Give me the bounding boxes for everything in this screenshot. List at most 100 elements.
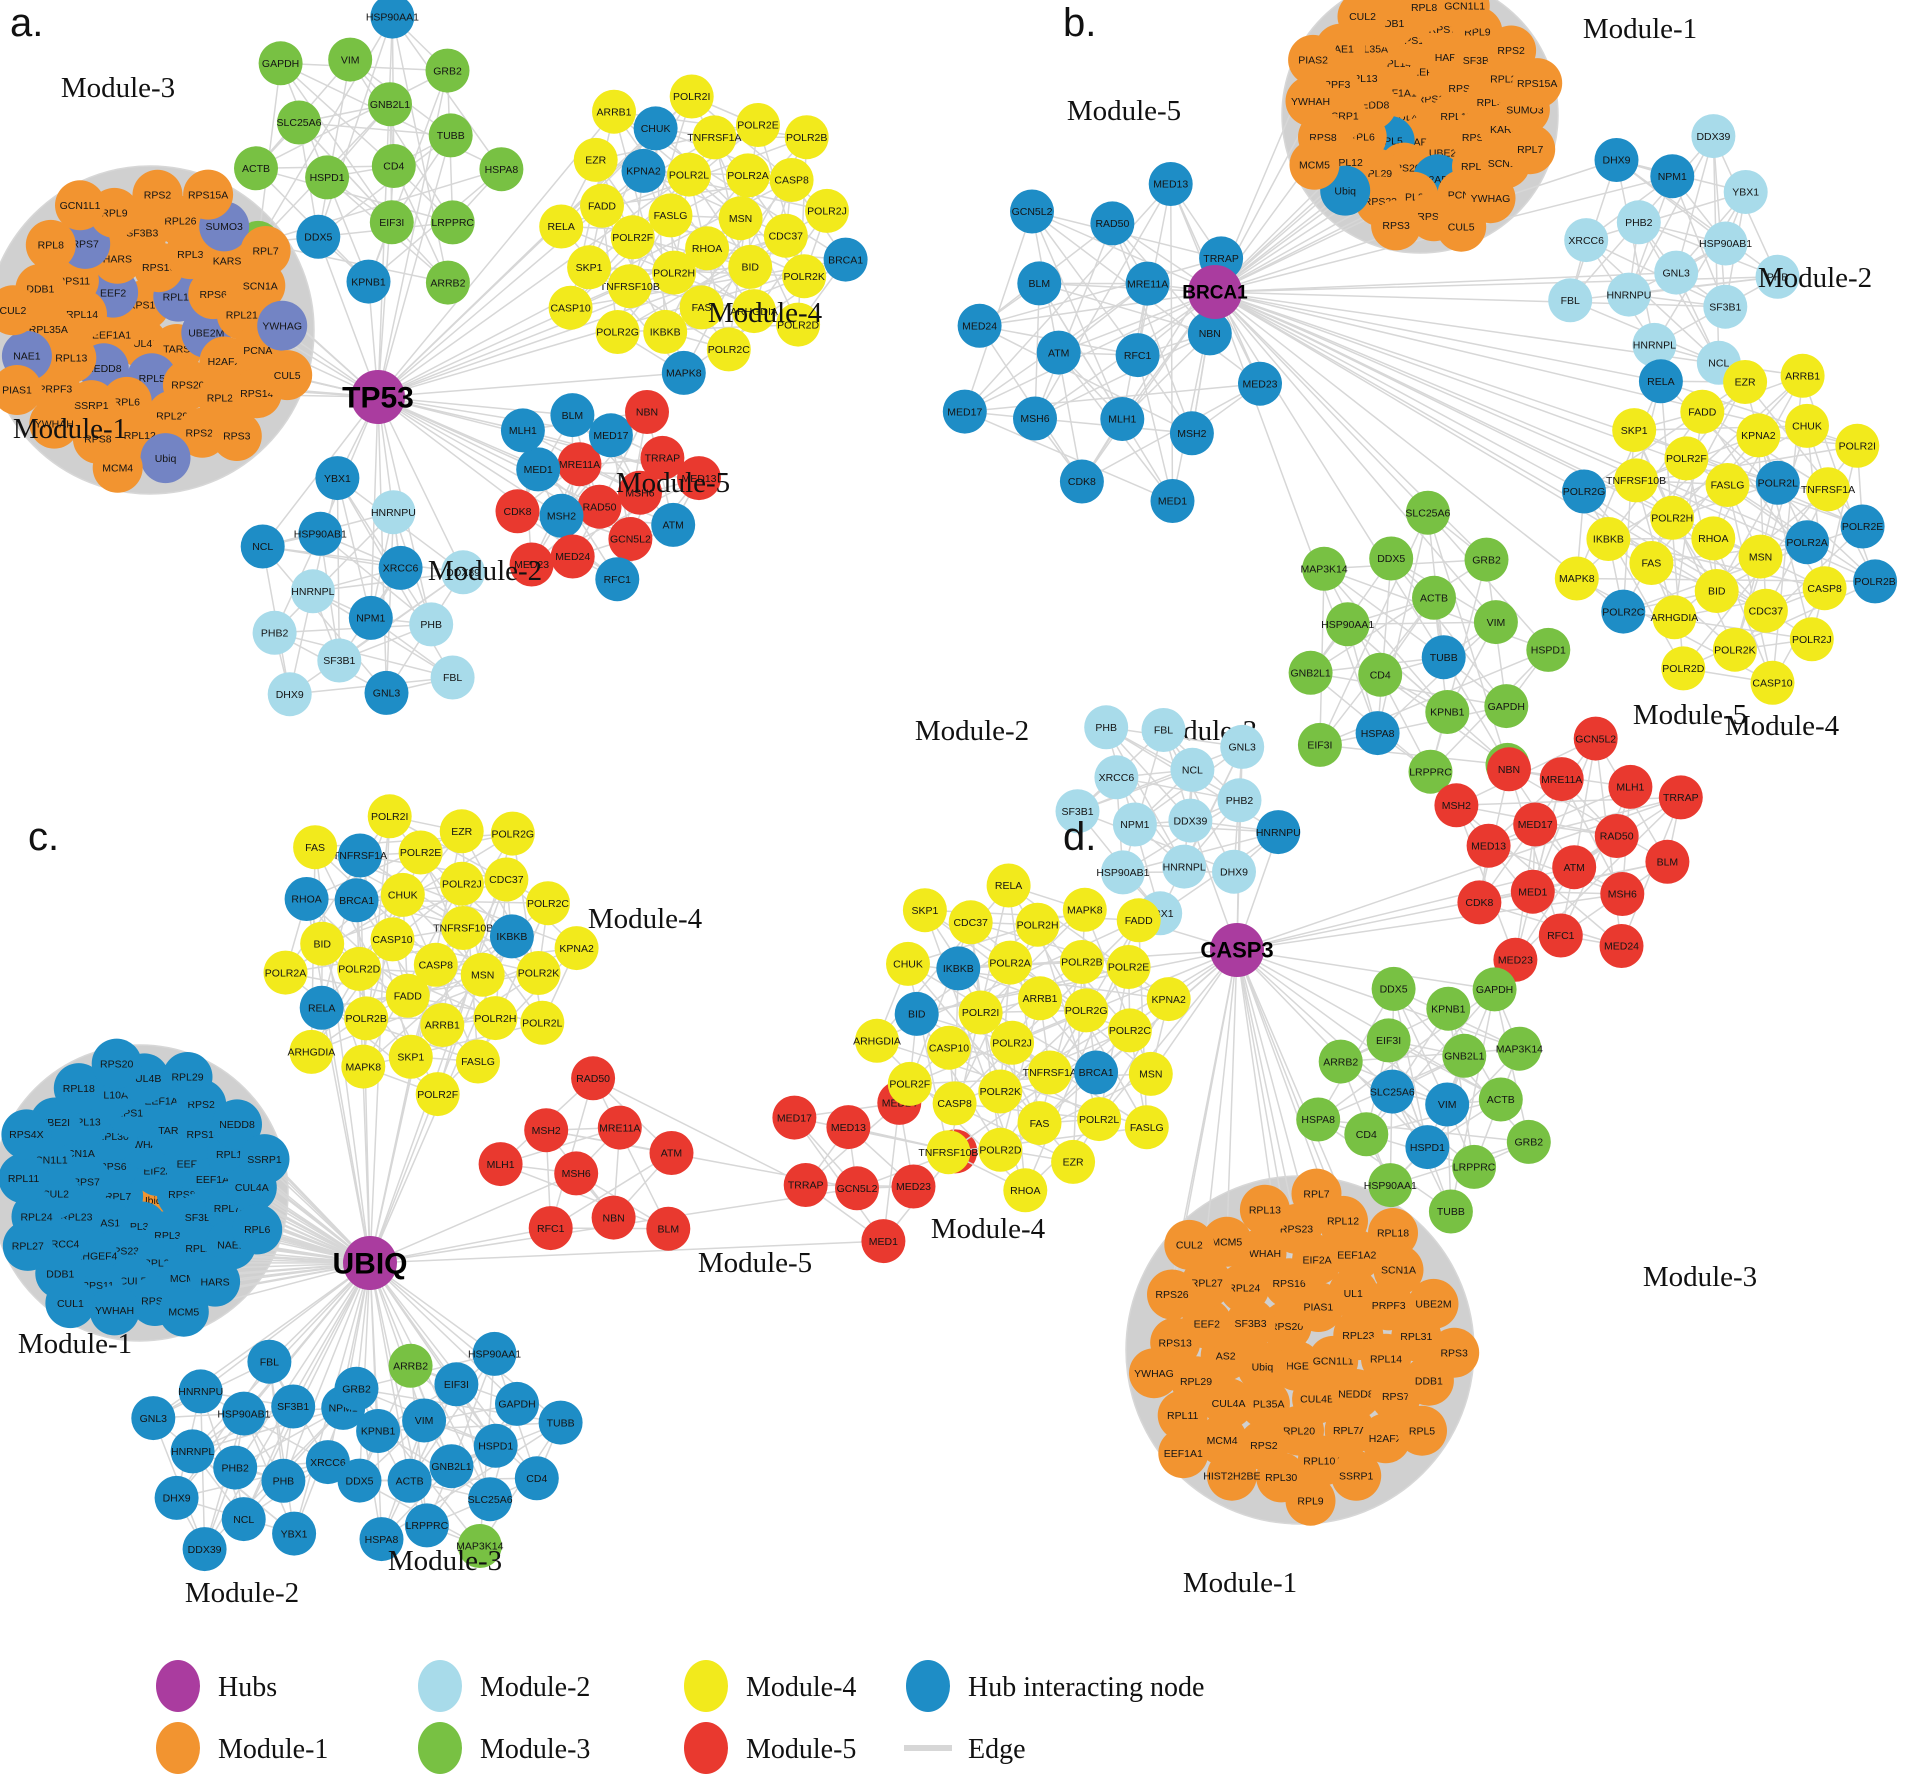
node-label: EEF2 — [1194, 1318, 1220, 1330]
node-label: DHX9 — [163, 1493, 191, 1505]
node-label: VIM — [341, 54, 360, 66]
node-LRPPRC: LRPPRC — [404, 1503, 449, 1548]
edge — [298, 121, 449, 284]
node-HSPD1: HSPD1 — [1405, 1125, 1450, 1170]
node-label: YWHAH — [1242, 1248, 1281, 1260]
node-CHUK: CHUK — [886, 941, 930, 986]
node-label: AS2 — [1216, 1350, 1236, 1362]
edge — [310, 938, 394, 1053]
node-label: IKBKB — [496, 931, 527, 943]
node-circle — [677, 456, 721, 501]
node-HARS: HARS — [190, 1256, 241, 1307]
node-label: RPL21 — [226, 309, 258, 321]
edge — [175, 1360, 271, 1499]
node-label: TUBB — [547, 1417, 575, 1429]
node-circle — [388, 1034, 433, 1079]
node-circle — [651, 502, 696, 547]
node-circle — [1059, 940, 1104, 984]
node-NCL: NCL — [1170, 747, 1215, 792]
node-label: GAPDH — [262, 58, 299, 70]
legend-swatch-module-4 — [684, 1660, 728, 1712]
node-circle — [211, 411, 262, 461]
edge — [261, 545, 388, 694]
node-circle — [430, 200, 475, 245]
node-label: MED17 — [947, 406, 982, 418]
node-circle — [1694, 569, 1739, 613]
node-label: GNB2L1 — [431, 1461, 471, 1473]
node-MSH6: MSH6 — [1600, 872, 1645, 916]
node-MED23: MED23 — [509, 542, 554, 587]
node-label: RPS23 — [186, 427, 219, 439]
node-label: VIM — [1487, 617, 1506, 629]
node-label: POLR2G — [1563, 486, 1606, 498]
cluster-module-5: RAD50MRE11AMSH6MSH2MED17GCN5L2MED1TRRAPM… — [495, 390, 721, 602]
node-RPS26: RPS26 — [1147, 1269, 1197, 1320]
node-label: POLR2G — [596, 327, 639, 339]
node-circle — [1723, 170, 1768, 214]
node-FAS: FAS — [1017, 1101, 1062, 1146]
node-DDX39: DDX39 — [182, 1527, 227, 1572]
edge — [1532, 737, 1597, 893]
node-circle — [1594, 814, 1639, 858]
node-PHB2: PHB2 — [213, 1445, 258, 1490]
node-label: TNFRSF1A — [687, 132, 741, 144]
node-label: RPS16 — [142, 262, 175, 274]
node-label: ACTB — [1420, 592, 1448, 604]
node-label: MAP3K14 — [456, 1541, 503, 1553]
edge — [1111, 222, 1193, 435]
node-circle — [91, 1038, 142, 1089]
node-circle — [679, 285, 724, 330]
node-circle — [371, 490, 416, 535]
edge — [327, 1262, 371, 1463]
node-label: MSN — [1749, 551, 1772, 563]
legend-item-module-3: Module-3 — [418, 1722, 590, 1774]
node-label: POLR2J — [992, 1037, 1032, 1049]
node-label: RAD50 — [1095, 218, 1129, 230]
node-label: RPL11 — [163, 291, 194, 303]
node-label: POLR2E — [1108, 962, 1149, 974]
node-PHB2: PHB2 — [1217, 778, 1262, 823]
node-ARRB2: ARRB2 — [1318, 1039, 1363, 1084]
node-circle — [425, 48, 470, 93]
node-SKP1: SKP1 — [388, 1034, 433, 1079]
node-label: MED1 — [1158, 496, 1187, 508]
node-circle — [272, 1511, 317, 1556]
node-CDC37: CDC37 — [484, 857, 529, 902]
node-label: DDB1 — [26, 284, 54, 296]
node-circle — [300, 921, 345, 966]
cluster-module-3: VIM SLC25A6 GNB2L1 HSPD1 EIF3I ACTB CD4 KPNB1 LR… — [1296, 966, 1551, 1234]
node-label: RPL12 — [1327, 1216, 1359, 1228]
hub-BRCA1: BRCA1 — [1182, 265, 1248, 319]
node-EIF3I: EIF3I — [369, 200, 414, 245]
node-circle — [577, 484, 622, 529]
node-label: HSP90AA1 — [1321, 619, 1374, 631]
node-circle — [1442, 1033, 1487, 1078]
node-circle — [1505, 124, 1556, 175]
node-circle — [1457, 880, 1502, 925]
node-layer: DDX39 NPM1 NCL HNRNPL XRCC6 PHB2 HSP90AB1 FBL DH… — [853, 705, 1703, 1526]
node-HSPA8: HSPA8 — [359, 1517, 404, 1562]
node-label: ARHGDIA — [853, 1035, 901, 1047]
cluster-module-5-left: MSH6 MRE11A NBN MSH2 ATM RFC1 RAD50 BLM MLH1 — [478, 1056, 694, 1251]
node-label: H2AFX — [1369, 1433, 1403, 1445]
edge — [317, 236, 379, 398]
edge — [391, 15, 503, 170]
node-POLR2E: POLR2E — [398, 830, 443, 875]
node-circle — [1010, 189, 1054, 234]
node-circle — [1369, 536, 1414, 581]
node-label: FASLG — [1711, 480, 1745, 492]
node-label: FAS — [305, 842, 325, 854]
node-circle — [1616, 200, 1661, 245]
node-label: BRCA1 — [1079, 1067, 1114, 1079]
node-label: TNFRSF1A — [1023, 1067, 1077, 1079]
node-NPM1: NPM1 — [1112, 802, 1157, 847]
edge — [369, 1262, 383, 1540]
node-POLR2D: POLR2D — [776, 302, 821, 347]
node-label: RPL7A — [1333, 1425, 1366, 1437]
node-POLR2C: POLR2C — [526, 881, 570, 926]
node-circle — [1116, 898, 1161, 943]
edge — [355, 899, 513, 938]
module-label-c-module-3: Module-3 — [388, 1545, 502, 1577]
node-label: SCN1A — [243, 280, 278, 292]
